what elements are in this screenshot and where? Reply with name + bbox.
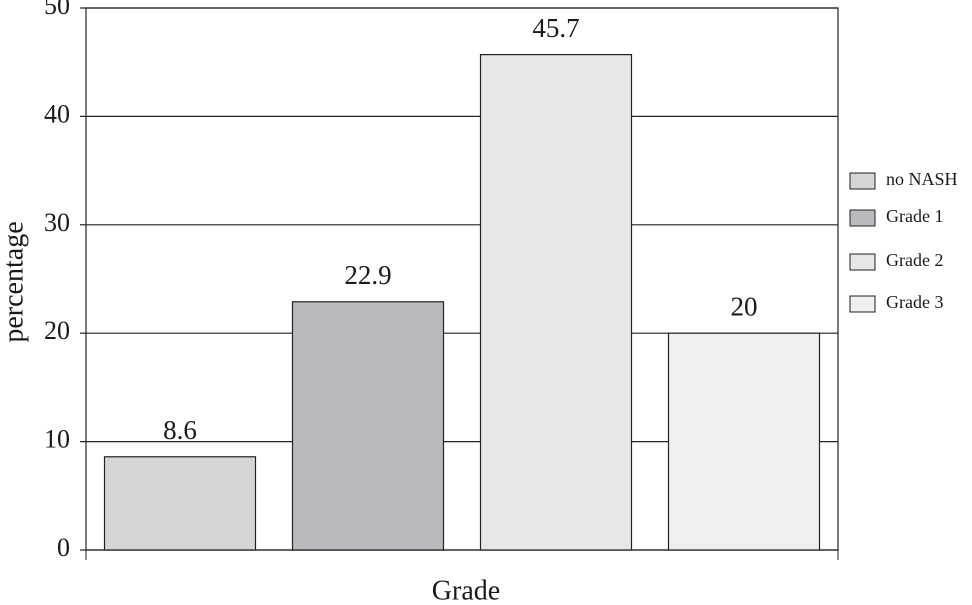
y-tick-label: 0: [57, 533, 70, 562]
legend-label: Grade 2: [886, 250, 943, 270]
legend-swatch: [849, 253, 876, 271]
value-label: 8.6: [163, 415, 197, 445]
legend-label: Grade 3: [886, 292, 943, 312]
value-label: 20: [731, 291, 758, 321]
value-label: 45.7: [532, 13, 579, 43]
value-label: 22.9: [344, 260, 391, 290]
legend-label: Grade 1: [886, 206, 943, 226]
legend-swatch: [849, 209, 876, 227]
bar: [479, 54, 633, 551]
y-tick-label: 50: [44, 0, 70, 20]
bar: [667, 332, 821, 551]
y-tick-label: 20: [44, 316, 70, 345]
x-axis-title: Grade: [432, 575, 500, 605]
legend-swatch: [849, 295, 876, 313]
y-tick-label: 30: [44, 208, 70, 237]
legend-swatch: [849, 172, 876, 190]
y-tick-label: 40: [44, 99, 70, 128]
y-tick-label: 10: [44, 425, 70, 454]
plot-frame: [85, 7, 839, 551]
y-axis-title: percentage: [0, 221, 29, 342]
legend-label: no NASH: [886, 169, 958, 189]
bar: [291, 301, 445, 551]
bar: [103, 456, 257, 551]
